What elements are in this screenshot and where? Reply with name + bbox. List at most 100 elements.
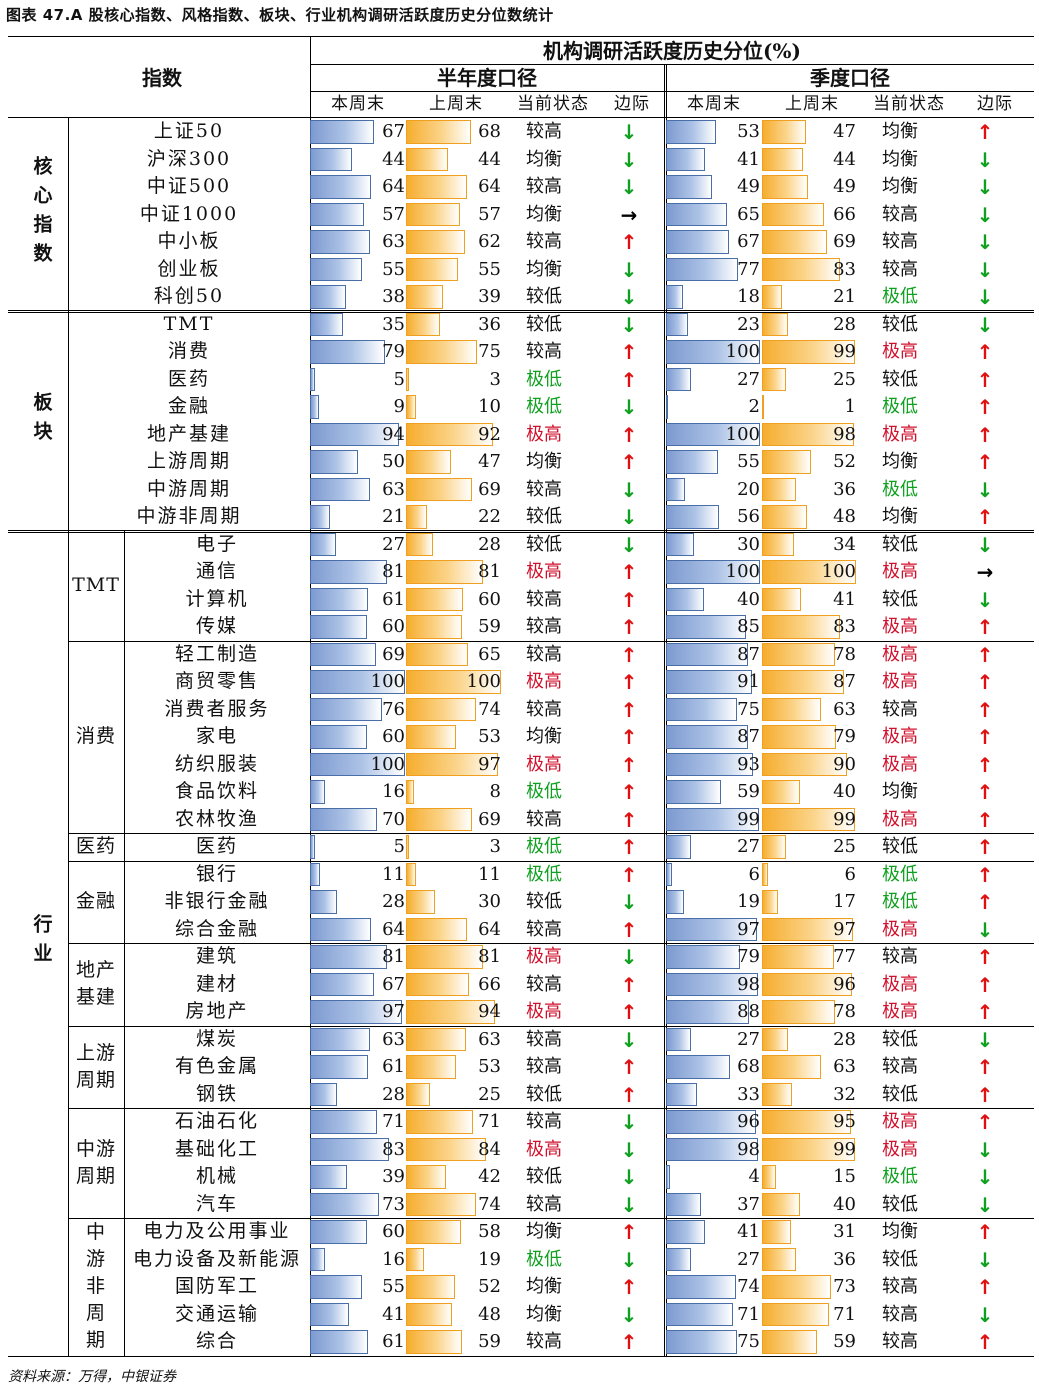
this-week-bar xyxy=(666,1220,705,1244)
down-arrow-icon: ↓ xyxy=(620,147,638,172)
this-week-bar xyxy=(666,367,692,391)
state-text: 较高 xyxy=(526,1111,562,1132)
state-text: 极高 xyxy=(526,561,562,582)
last-week-value: 96 xyxy=(833,973,856,995)
last-week-bar xyxy=(762,120,807,144)
state-text: 极低 xyxy=(882,1166,918,1187)
subgroup-rule xyxy=(68,1025,1034,1027)
group-rule xyxy=(8,529,1034,531)
last-week-value: 69 xyxy=(478,478,501,500)
last-week-value: 79 xyxy=(833,726,856,747)
subgroup-label: 金融 xyxy=(75,890,116,913)
this-week-bar xyxy=(666,1192,701,1216)
this-week-value: 6 xyxy=(748,863,760,885)
this-week-bar xyxy=(310,780,326,804)
state-text: 较高 xyxy=(882,258,918,280)
last-week-value: 48 xyxy=(478,1303,501,1325)
down-arrow-icon: ↓ xyxy=(976,257,994,282)
last-week-bar xyxy=(406,175,467,199)
this-week-bar xyxy=(666,450,718,474)
this-week-bar xyxy=(310,1275,363,1299)
this-week-bar xyxy=(666,670,752,694)
last-week-bar xyxy=(762,367,786,391)
state-text: 较低 xyxy=(526,313,562,335)
state-text: 均衡 xyxy=(882,781,918,802)
subgroup-label-text: 中游周期 xyxy=(76,1138,117,1187)
row-label: 金融 xyxy=(167,395,210,418)
state-text: 较高 xyxy=(526,616,562,637)
last-week-bar xyxy=(406,725,457,749)
down-arrow-icon: ↓ xyxy=(976,1137,994,1162)
this-week-value: 55 xyxy=(737,451,760,472)
this-week-value: 81 xyxy=(382,561,405,582)
last-week-bar xyxy=(762,1082,793,1106)
this-week-bar xyxy=(666,1165,670,1189)
row-label: 食品饮料 xyxy=(174,780,259,803)
this-week-bar xyxy=(310,807,377,831)
table-rule xyxy=(664,64,665,1356)
last-week-value: 25 xyxy=(833,836,856,857)
this-week-value: 16 xyxy=(382,1248,405,1270)
last-week-bar xyxy=(762,230,827,254)
state-text: 均衡 xyxy=(526,258,562,280)
last-week-value: 99 xyxy=(833,1138,856,1160)
this-week-bar xyxy=(666,230,729,254)
last-week-value: 65 xyxy=(478,643,501,665)
this-week-value: 79 xyxy=(382,341,405,362)
table-rule xyxy=(310,36,311,1356)
this-week-bar xyxy=(310,1247,326,1271)
this-week-value: 53 xyxy=(737,121,760,142)
last-week-bar xyxy=(762,560,856,584)
this-week-bar xyxy=(666,395,668,419)
state-text: 极高 xyxy=(882,341,918,362)
up-arrow-icon: ↑ xyxy=(976,697,994,722)
this-week-value: 57 xyxy=(382,203,405,225)
subgroup-label: 医药 xyxy=(75,835,116,858)
last-week-bar xyxy=(762,1275,831,1299)
this-week-bar xyxy=(310,560,387,584)
row-label: 地产基建 xyxy=(146,422,231,445)
this-week-value: 20 xyxy=(737,478,760,500)
row-label: 非银行金融 xyxy=(164,890,270,913)
this-week-bar xyxy=(310,917,371,941)
state-text: 较高 xyxy=(526,1056,562,1077)
state-text: 极低 xyxy=(882,286,918,307)
subgroup-label: 中游非周期 xyxy=(68,1218,124,1356)
table-top-rule xyxy=(8,36,1034,37)
down-arrow-icon: ↓ xyxy=(620,1247,638,1272)
up-arrow-icon: ↑ xyxy=(976,1110,994,1134)
last-week-bar xyxy=(406,257,459,281)
this-week-value: 28 xyxy=(382,891,405,912)
last-week-bar xyxy=(762,587,801,611)
up-arrow-icon: ↑ xyxy=(976,1055,994,1079)
last-week-value: 49 xyxy=(833,176,856,197)
up-arrow-icon: ↑ xyxy=(620,1220,638,1244)
up-arrow-icon: ↑ xyxy=(620,1000,638,1024)
state-text: 均衡 xyxy=(526,451,562,472)
last-week-bar xyxy=(406,285,444,309)
this-week-value: 41 xyxy=(737,148,760,170)
state-text: 极高 xyxy=(526,671,562,692)
row-label: 中证500 xyxy=(146,175,232,198)
last-week-value: 97 xyxy=(478,753,501,775)
this-week-value: 75 xyxy=(737,1331,760,1352)
this-week-bar xyxy=(666,587,704,611)
this-week-bar xyxy=(310,285,347,309)
last-week-bar xyxy=(406,642,468,666)
last-week-bar xyxy=(762,1137,856,1161)
last-week-bar xyxy=(762,697,822,721)
row-label: 综合金融 xyxy=(174,917,259,940)
up-arrow-icon: ↑ xyxy=(976,367,994,392)
up-arrow-icon: ↑ xyxy=(620,972,638,997)
state-text: 较低 xyxy=(526,891,562,912)
state-text: 均衡 xyxy=(882,148,918,170)
index-header: 指数 xyxy=(142,66,182,90)
down-arrow-icon: ↓ xyxy=(620,505,638,529)
this-week-bar xyxy=(666,505,719,529)
last-week-bar xyxy=(762,1220,792,1244)
last-week-value: 44 xyxy=(478,148,501,170)
this-week-value: 70 xyxy=(382,808,405,830)
last-week-bar xyxy=(762,862,768,886)
row-label: 通信 xyxy=(195,560,238,583)
last-week-bar xyxy=(762,1330,818,1354)
